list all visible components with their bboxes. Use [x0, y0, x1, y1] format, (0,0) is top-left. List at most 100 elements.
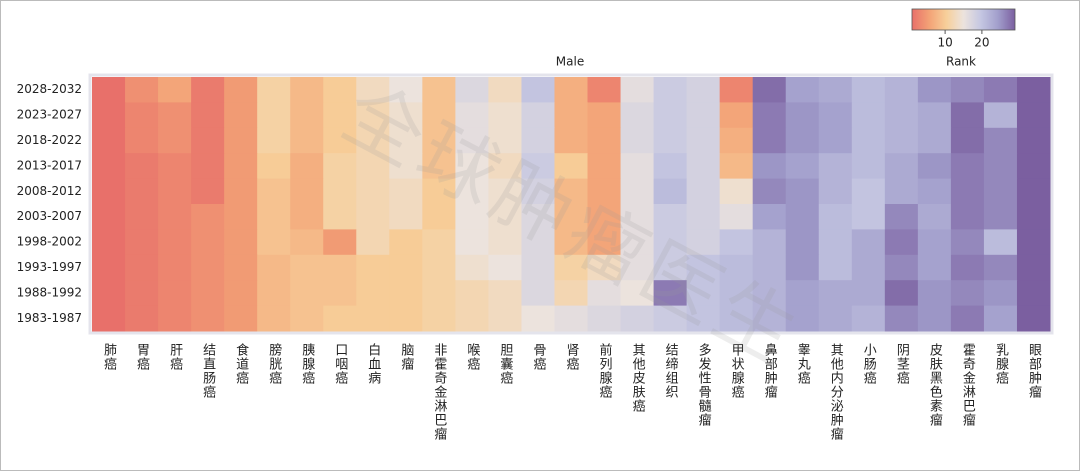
heatmap-cell [653, 204, 688, 230]
heatmap-cell [158, 127, 192, 154]
heatmap-cell [884, 254, 919, 281]
heatmap-cell [125, 102, 159, 129]
heatmap-cell [983, 305, 1018, 332]
heatmap-cell [785, 254, 820, 281]
heatmap-cell [92, 229, 126, 256]
heatmap-cell [719, 178, 754, 205]
heatmap-cell [917, 102, 952, 129]
heatmap-cell [290, 102, 324, 129]
heatmap-cell [686, 229, 721, 256]
y-tick-label: 1988-1992 [17, 285, 82, 299]
heatmap-cell [488, 102, 522, 129]
heatmap-cell [1016, 77, 1051, 103]
x-tick-label: 小肠癌 [861, 343, 877, 385]
heatmap-cell [983, 229, 1018, 256]
heatmap-cell [554, 153, 589, 180]
heatmap-cell [884, 127, 919, 154]
heatmap-cell [1016, 254, 1051, 281]
heatmap-cell [521, 102, 555, 129]
heatmap-cell [785, 178, 820, 205]
heatmap-cell [917, 204, 952, 230]
heatmap-cell [488, 229, 522, 256]
heatmap-cell [818, 127, 853, 154]
heatmap-cell [1016, 229, 1051, 256]
heatmap-cell [356, 178, 390, 205]
heatmap-cell [752, 280, 787, 307]
heatmap-cell [224, 77, 258, 103]
heatmap-cell [290, 280, 324, 307]
y-tick-label: 2008-2012 [17, 184, 82, 198]
heatmap-cell [818, 254, 853, 281]
y-tick-label: 2003-2007 [17, 209, 82, 223]
heatmap-cell [92, 305, 126, 332]
heatmap-cell [983, 254, 1018, 281]
heatmap-cell [620, 127, 655, 154]
heatmap-cell [587, 153, 622, 180]
heatmap-cell [455, 204, 489, 230]
heatmap-cell [818, 153, 853, 180]
heatmap-cell [521, 204, 555, 230]
heatmap-cell [917, 153, 952, 180]
heatmap-cell [587, 305, 622, 332]
heatmap-cell [653, 229, 688, 256]
heatmap-cell [422, 77, 456, 103]
heatmap-cell [257, 127, 291, 154]
heatmap-cell [422, 305, 456, 332]
heatmap-cell [356, 127, 390, 154]
heatmap-cell [554, 127, 589, 154]
heatmap-cell [323, 305, 357, 332]
heatmap-cell [389, 102, 423, 129]
heatmap-cell [323, 229, 357, 256]
heatmap-cell [620, 305, 655, 332]
heatmap-cell [455, 229, 489, 256]
heatmap-cell [125, 305, 159, 332]
heatmap-cell [257, 178, 291, 205]
heatmap-cell [950, 254, 985, 281]
heatmap-cell [587, 229, 622, 256]
heatmap-cell [224, 204, 258, 230]
heatmap-cell [125, 229, 159, 256]
heatmap-cell [950, 204, 985, 230]
heatmap-cell [917, 229, 952, 256]
heatmap-cell [818, 77, 853, 103]
heatmap-cell [752, 305, 787, 332]
heatmap-cell [455, 77, 489, 103]
heatmap-cell [686, 102, 721, 129]
heatmap-cell [950, 127, 985, 154]
heatmap-cell [686, 204, 721, 230]
heatmap-cell [587, 254, 622, 281]
heatmap-cell [191, 77, 225, 103]
x-tick-label: 喉癌 [464, 343, 480, 371]
heatmap-cell [950, 77, 985, 103]
heatmap-cell [719, 153, 754, 180]
x-tick-label: 其他皮肤癌 [630, 343, 646, 413]
heatmap-cell [290, 305, 324, 332]
heatmap-cell [620, 153, 655, 180]
heatmap-cell [851, 229, 886, 256]
x-tick-label: 鼻部肿瘤 [762, 342, 778, 399]
heatmap-cell [620, 254, 655, 281]
heatmap-cell [785, 77, 820, 103]
heatmap-cell [884, 305, 919, 332]
heatmap-cell [158, 153, 192, 180]
heatmap-cell [389, 178, 423, 205]
heatmap-cell [356, 153, 390, 180]
heatmap-cell [158, 77, 192, 103]
colorbar-tick-label: 10 [937, 36, 952, 50]
heatmap-cell [257, 102, 291, 129]
heatmap-cell [323, 127, 357, 154]
x-tick-label: 白血病 [365, 342, 381, 385]
heatmap-cell [191, 229, 225, 256]
heatmap-cell [851, 153, 886, 180]
heatmap-cell [488, 280, 522, 307]
heatmap-cell [752, 204, 787, 230]
heatmap-cell [785, 102, 820, 129]
heatmap-cell [191, 280, 225, 307]
heatmap-cell [587, 178, 622, 205]
heatmap-cell [422, 229, 456, 256]
heatmap-cell [686, 305, 721, 332]
heatmap-border [88, 73, 1054, 335]
heatmap-cell [125, 127, 159, 154]
heatmap-cell [224, 280, 258, 307]
heatmap-cell [290, 127, 324, 154]
